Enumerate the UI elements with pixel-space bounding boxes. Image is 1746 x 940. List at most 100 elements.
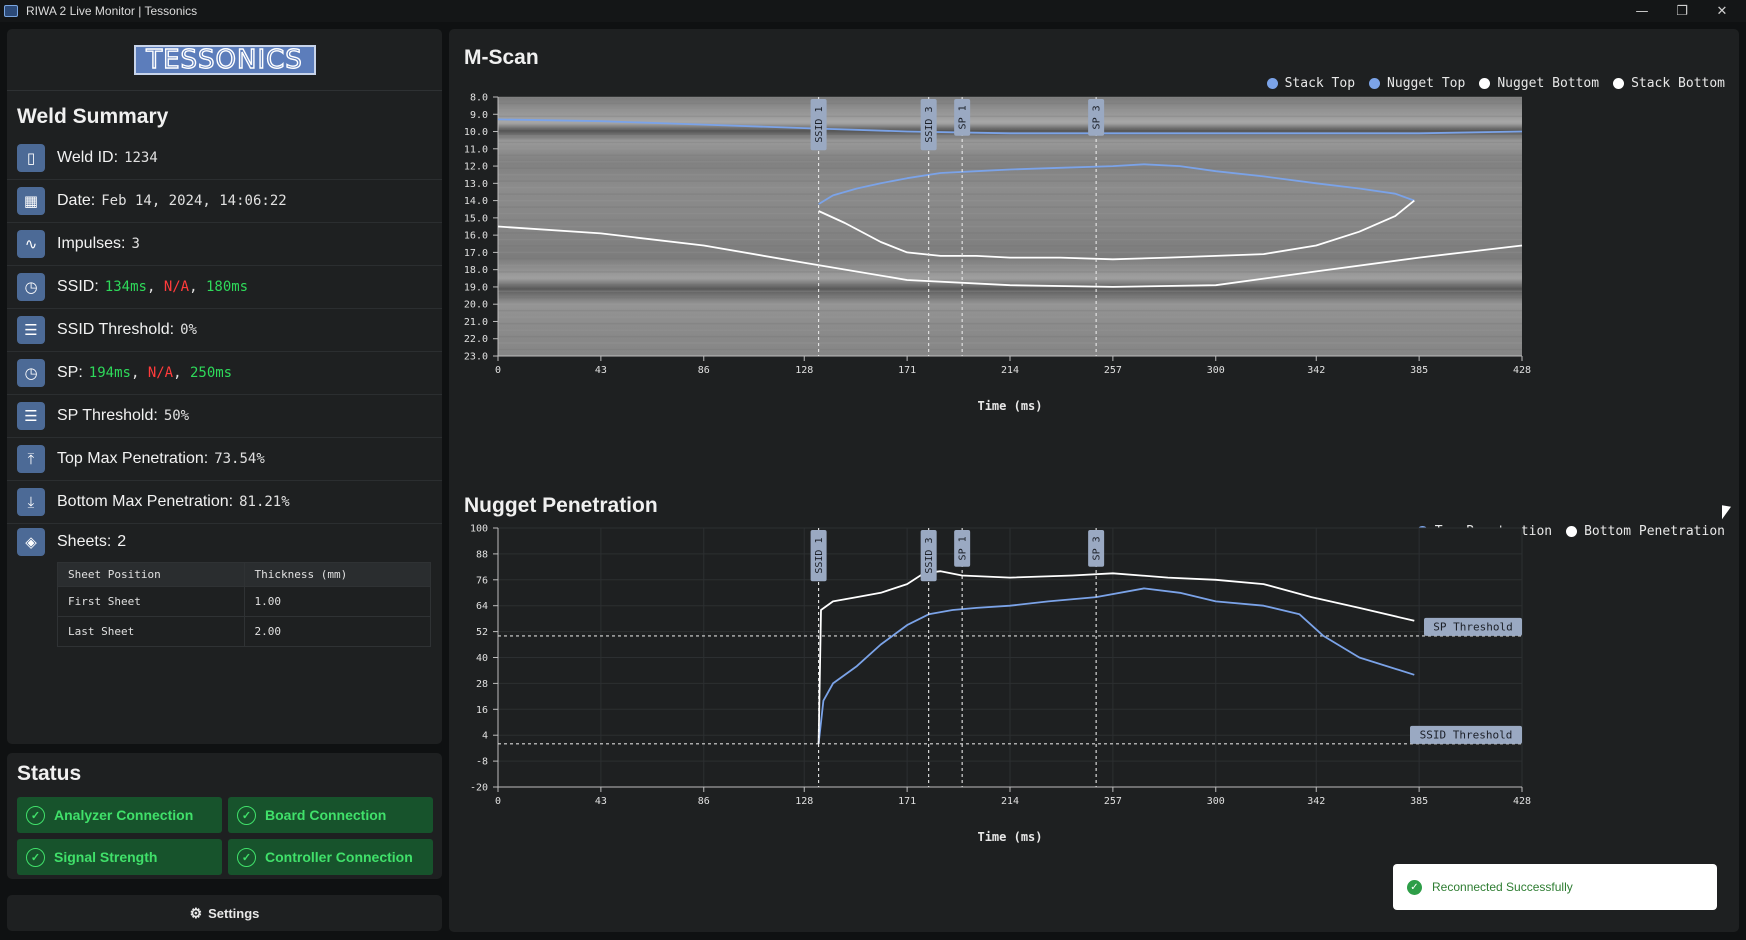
threshold-icon: ☰ xyxy=(17,402,45,430)
settings-button[interactable]: ⚙ Settings xyxy=(7,895,442,931)
date-value: Feb 14, 2024, 14:06:22 xyxy=(101,193,287,209)
marker-badge xyxy=(954,99,971,136)
y-tick-label: 100 xyxy=(470,524,488,535)
y-tick-label: 11.0 xyxy=(464,144,488,155)
marker-badge xyxy=(954,530,971,567)
mscan-chart: 0 43 86 128 171 214 257 300 342 385 428 8.0 9.0 10.0 1… xyxy=(464,93,1531,414)
arrow-down-to-line-icon: ⤓ xyxy=(17,488,45,516)
y-tick-label: 88 xyxy=(476,549,488,560)
ssid-threshold-row: ☰ SSID Threshold: 0% xyxy=(7,309,442,352)
y-tick-label: 23.0 xyxy=(464,352,488,363)
logo-text: TESSONICS xyxy=(146,44,303,75)
table-row: First Sheet 1.00 xyxy=(57,586,431,617)
weld-summary-title: Weld Summary xyxy=(17,105,169,128)
mscan-legend: Stack Top Nugget Top Nugget Bottom Stack… xyxy=(1253,76,1725,91)
date-row: ▦ Date: Feb 14, 2024, 14:06:22 xyxy=(7,180,442,223)
status-board-connection: ✓ Board Connection xyxy=(228,797,433,833)
legend-label: Stack Bottom xyxy=(1631,76,1725,91)
sp-values: 194ms, N/A, 250ms xyxy=(89,365,232,381)
window-title: RIWA 2 Live Monitor | Tessonics xyxy=(26,4,198,18)
sp-value-1: 194ms xyxy=(88,365,131,381)
check-circle-icon: ✓ xyxy=(26,847,45,867)
sheets-row: ◈ Sheets: 2 xyxy=(7,524,442,560)
x-tick-label: 257 xyxy=(1104,796,1122,807)
close-button[interactable]: ✕ xyxy=(1716,3,1728,19)
status-analyzer-connection: ✓ Analyzer Connection xyxy=(17,797,222,833)
status-controller-connection: ✓ Controller Connection xyxy=(228,839,433,875)
y-tick-label: 22.0 xyxy=(464,334,488,345)
y-tick-label: 21.0 xyxy=(464,317,488,328)
sheets-label: Sheets: xyxy=(57,533,112,550)
series-line-stack-bottom xyxy=(497,225,1523,288)
impulses-row: ∿ Impulses: 3 xyxy=(7,223,442,266)
weld-id-label: Weld ID: xyxy=(57,149,119,166)
legend-item-stack-top[interactable]: Stack Top xyxy=(1266,76,1355,91)
marker-label: SP 3 xyxy=(1092,536,1103,560)
header-sheet-position: Sheet Position xyxy=(57,562,245,587)
logo-area: TESSONICS xyxy=(7,29,442,91)
ssid-value-3: 180ms xyxy=(205,279,249,295)
x-axis-label: Time (ms) xyxy=(977,830,1042,844)
x-tick-label: 128 xyxy=(795,365,813,376)
mscan-title: M-Scan xyxy=(464,46,539,69)
status-signal-strength: ✓ Signal Strength xyxy=(17,839,222,875)
y-tick-label: 19.0 xyxy=(464,282,488,293)
reconnected-toast[interactable]: ✓ Reconnected Successfully xyxy=(1393,864,1717,910)
layers-icon: ◈ xyxy=(17,528,45,556)
thickness-cell: 2.00 xyxy=(243,616,431,647)
x-tick-label: 0 xyxy=(495,365,501,376)
x-tick-label: 86 xyxy=(698,796,710,807)
arrow-up-to-line-icon: ⤒ xyxy=(17,445,45,473)
bottom-max-label: Bottom Max Penetration: xyxy=(57,493,234,510)
legend-item-nugget-bottom[interactable]: Nugget Bottom xyxy=(1479,76,1599,91)
sp-label: SP: xyxy=(57,364,83,381)
ssid-sep-1: , xyxy=(146,279,164,295)
minimize-button[interactable]: — xyxy=(1635,3,1649,19)
sp-threshold-label: SP Threshold: xyxy=(57,407,158,424)
id-card-icon: ▯ xyxy=(17,144,45,172)
threshold-label: SP Threshold xyxy=(1433,620,1512,633)
series-line-stack-top xyxy=(497,118,1523,135)
app-icon xyxy=(4,5,18,17)
impulses-label: Impulses: xyxy=(57,235,126,252)
series-line-nugget-top xyxy=(818,163,1415,205)
gear-icon: ⚙ xyxy=(189,904,203,921)
marker-label: SP 3 xyxy=(1092,105,1103,129)
y-tick-label: -8 xyxy=(476,757,488,768)
y-tick-label: -20 xyxy=(470,783,488,794)
legend-item-nugget-top[interactable]: Nugget Top xyxy=(1369,76,1465,91)
status-label: Analyzer Connection xyxy=(54,807,194,823)
status-label: Controller Connection xyxy=(265,849,413,865)
y-tick-label: 76 xyxy=(476,575,488,586)
sp-threshold-row: ☰ SP Threshold: 50% xyxy=(7,395,442,438)
ssid-value-1: 134ms xyxy=(104,279,147,295)
stopwatch-icon: ◷ xyxy=(17,273,45,301)
maximize-button[interactable]: ❐ xyxy=(1676,3,1688,19)
ssid-label: SSID: xyxy=(57,278,99,295)
marker-badge xyxy=(920,530,937,582)
legend-item-bottom-penetration[interactable]: Bottom Penetration xyxy=(1566,524,1725,539)
check-circle-icon: ✓ xyxy=(1407,879,1422,895)
legend-item-stack-bottom[interactable]: Stack Bottom xyxy=(1613,76,1725,91)
weld-id-row: ▯ Weld ID: 1234 xyxy=(7,137,442,180)
check-circle-icon: ✓ xyxy=(237,805,256,825)
sp-value-2: N/A xyxy=(147,365,174,381)
marker-label: SSID 1 xyxy=(814,107,825,143)
y-tick-label: 14.0 xyxy=(464,196,488,207)
x-tick-label: 128 xyxy=(795,796,813,807)
legend-dot-icon xyxy=(1613,78,1625,89)
y-tick-label: 18.0 xyxy=(464,265,488,276)
legend-label: Bottom Penetration xyxy=(1584,524,1725,539)
marker-badge xyxy=(920,99,937,151)
x-tick-label: 428 xyxy=(1513,365,1531,376)
impulses-value: 3 xyxy=(131,236,140,252)
pulse-icon: ∿ xyxy=(17,230,45,258)
y-tick-label: 16 xyxy=(476,705,488,716)
marker-badge xyxy=(810,99,827,151)
weld-id-value: 1234 xyxy=(124,150,158,166)
mouse-cursor-icon xyxy=(1722,505,1731,521)
ssid-threshold-value: 0% xyxy=(180,322,197,338)
y-tick-label: 16.0 xyxy=(464,231,488,242)
marker-label: SSID 3 xyxy=(924,107,935,143)
marker-badge xyxy=(1088,99,1105,136)
